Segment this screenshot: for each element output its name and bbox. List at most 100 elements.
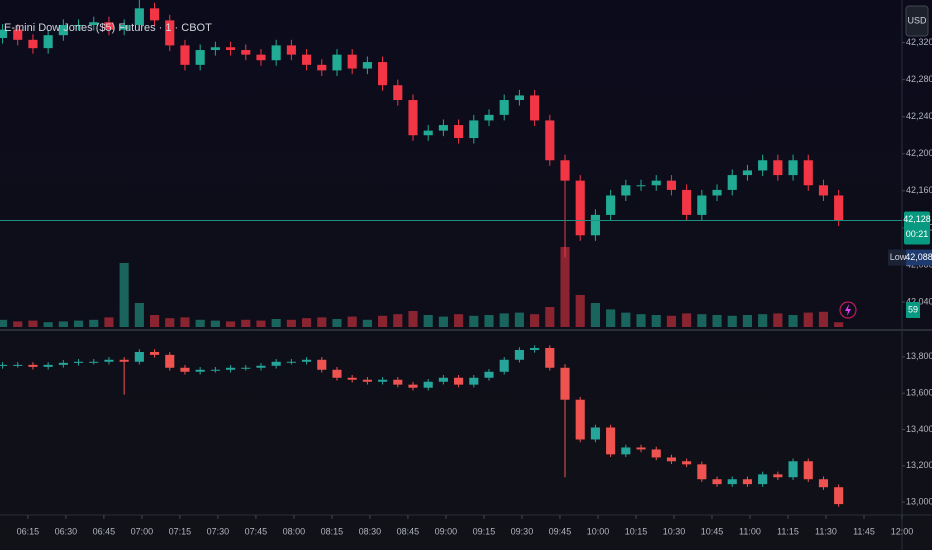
candle-body: [499, 100, 509, 115]
candle-body: [0, 29, 8, 38]
candle-body: [119, 359, 129, 362]
candle-body: [454, 377, 464, 385]
candle-body: [499, 359, 509, 372]
x-tick-label: 12:00: [891, 526, 914, 536]
volume-bar: [271, 319, 281, 327]
candle-body: [545, 120, 555, 161]
x-tick-label: 09:30: [511, 526, 534, 536]
candle-body: [454, 125, 464, 139]
x-tick-label: 11:00: [739, 526, 761, 536]
volume-bar: [165, 318, 175, 327]
volume-bar: [104, 317, 114, 327]
volume-bar: [119, 263, 129, 327]
y-tick-label: 42,160: [906, 185, 932, 195]
low-tag-box: [906, 249, 932, 266]
candle-body: [119, 25, 129, 30]
volume-bar: [803, 312, 813, 327]
candle-body: [210, 47, 220, 51]
candle-body: [666, 457, 676, 462]
candle-body: [514, 95, 524, 101]
y-tick-label: 13,200: [906, 460, 932, 470]
candle-body: [788, 160, 798, 176]
x-tick-label: 09:00: [435, 526, 458, 536]
candle-body: [180, 367, 190, 372]
plot-area: [0, 345, 844, 507]
candle-body: [575, 399, 585, 440]
candle-body: [834, 195, 844, 221]
candle-body: [28, 364, 38, 367]
volume-bar: [651, 315, 661, 327]
candle-body: [393, 379, 403, 385]
candle-body: [43, 364, 53, 367]
x-tick-label: 07:15: [169, 526, 192, 536]
candle-body: [28, 39, 38, 49]
y-tick-label: 42,200: [906, 148, 932, 158]
volume-bar: [545, 307, 555, 327]
candle-body: [58, 25, 68, 36]
volume-bar: [560, 247, 570, 327]
candle-body: [332, 369, 342, 378]
volume-tag-label: 59: [908, 304, 918, 314]
candle-body: [134, 8, 144, 26]
candle-body: [788, 461, 798, 478]
candle-body: [104, 359, 114, 362]
y-tick-label: 13,000: [906, 496, 932, 506]
candle-body: [621, 447, 631, 455]
chart-title: E-mini Dow Jones ($5) Futures · 1 · CBOT: [4, 22, 212, 34]
volume-bar: [73, 320, 84, 327]
x-tick-label: 08:30: [359, 526, 382, 536]
candle-body: [651, 180, 661, 186]
alert-icon[interactable]: [839, 301, 857, 319]
volume-bar: [834, 322, 844, 327]
y-tick-label: 42,320: [906, 37, 932, 47]
candle-body: [773, 160, 783, 176]
volume-bar: [606, 309, 616, 327]
alert-icon-bolt[interactable]: [845, 304, 851, 316]
volume-bar: [423, 315, 433, 327]
candle-body: [423, 130, 433, 136]
volume-bar: [180, 317, 190, 327]
volume-bar: [773, 313, 783, 327]
candle-body: [469, 377, 479, 385]
candle-body: [773, 474, 783, 478]
candle-body: [226, 367, 236, 370]
current-price-box: [904, 211, 930, 245]
candle-body: [73, 25, 84, 27]
candle-body: [682, 189, 692, 215]
candle-body: [545, 347, 555, 368]
x-tick-label: 08:15: [321, 526, 344, 536]
candle-body: [317, 64, 327, 71]
volume-bar: [256, 320, 266, 327]
volume-bar: [484, 315, 494, 327]
volume-bar: [788, 315, 798, 327]
volume-bar: [499, 313, 509, 327]
volume-bar: [438, 316, 448, 327]
candle-body: [712, 479, 722, 485]
volume-bar: [697, 314, 707, 327]
candle-body: [742, 479, 753, 485]
candle-body: [378, 379, 388, 382]
candle-body: [438, 125, 448, 131]
candle-body: [13, 364, 23, 366]
candle-body: [834, 487, 844, 505]
main-pane: 42,04042,08042,12042,16042,20042,24042,2…: [0, 0, 932, 327]
candle-body: [560, 367, 570, 400]
volume-bar: [286, 319, 296, 327]
candle-body: [666, 180, 676, 190]
x-tick-label: 07:00: [131, 526, 154, 536]
candle-body: [590, 427, 600, 440]
x-tick-label: 06:30: [55, 526, 78, 536]
candle-body: [362, 379, 372, 382]
candle-body: [256, 54, 266, 61]
y-tick-label: 42,040: [906, 296, 932, 306]
volume-bar: [332, 319, 342, 327]
currency-button-label[interactable]: USD: [907, 15, 927, 25]
candle-body: [271, 361, 281, 366]
candle-body: [423, 381, 433, 388]
currency-button[interactable]: [905, 5, 929, 37]
candle-body: [241, 367, 251, 369]
candle-body: [697, 195, 707, 215]
